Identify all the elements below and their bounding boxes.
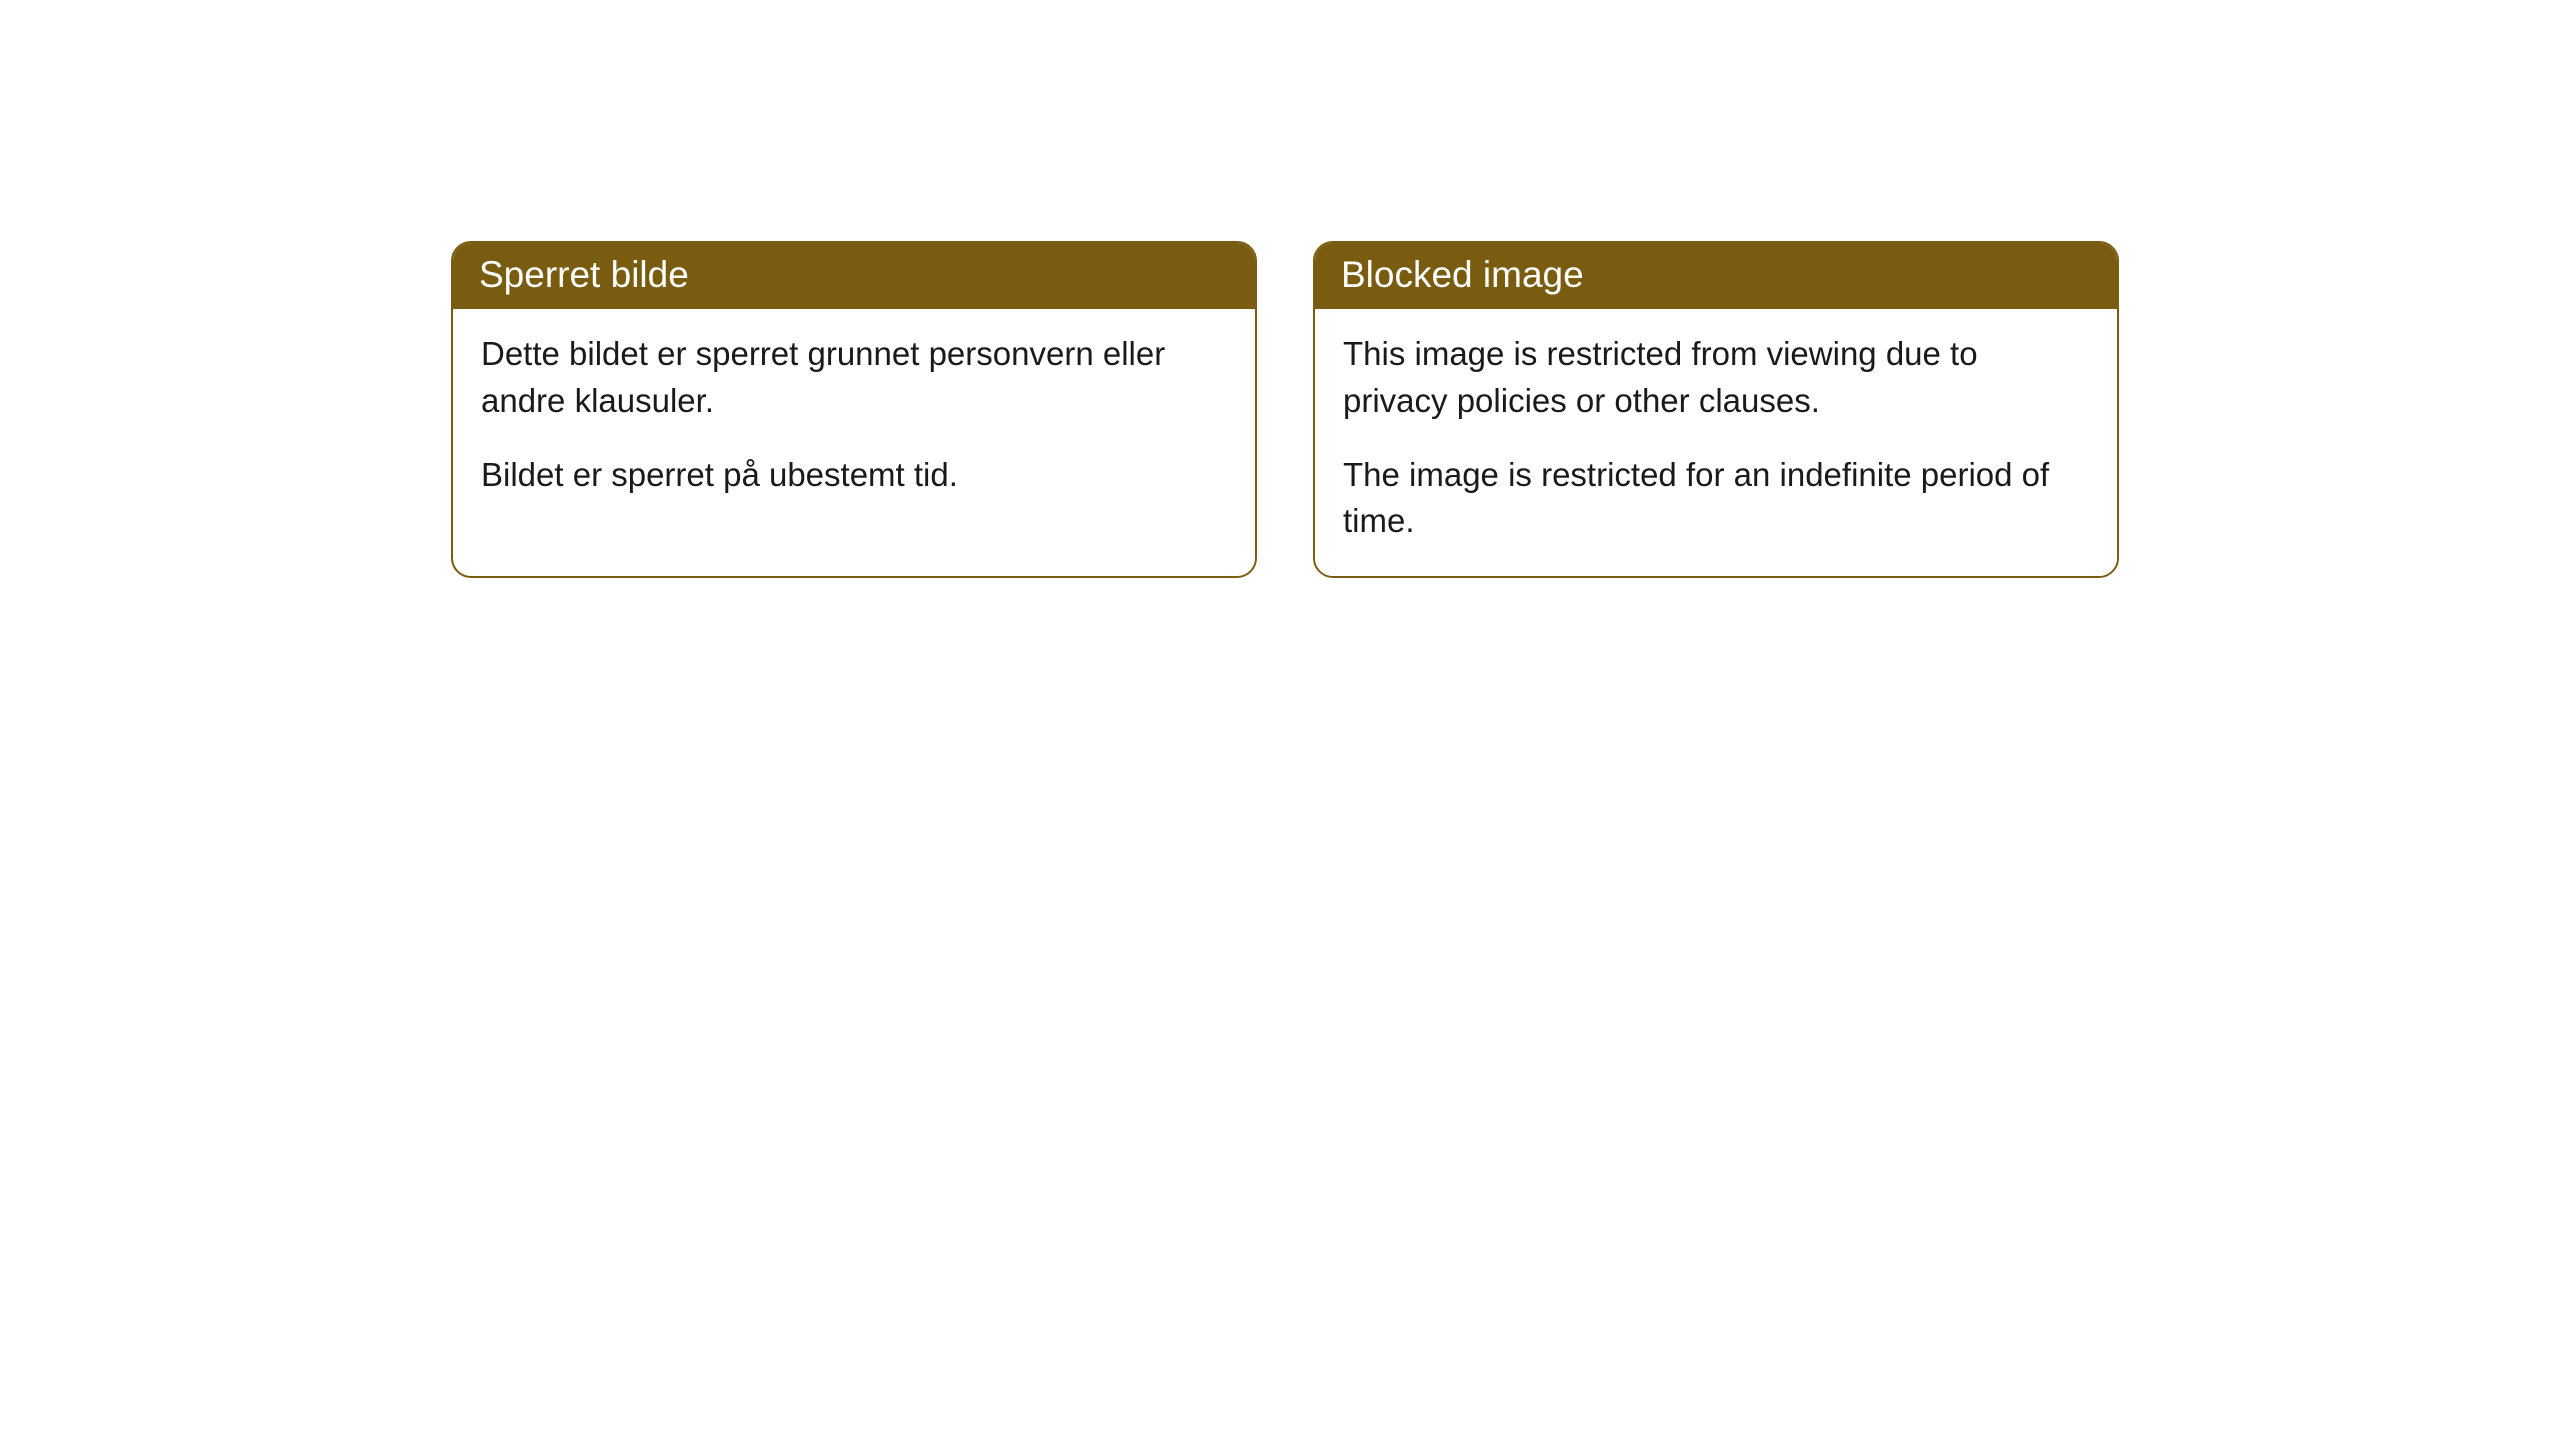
card-body-no: Dette bildet er sperret grunnet personve… [453, 309, 1255, 530]
card-paragraph1-no: Dette bildet er sperret grunnet personve… [481, 331, 1227, 423]
blocked-image-card-no: Sperret bilde Dette bildet er sperret gr… [451, 241, 1257, 578]
blocked-image-card-en: Blocked image This image is restricted f… [1313, 241, 2119, 578]
card-header-en: Blocked image [1315, 243, 2117, 309]
cards-container: Sperret bilde Dette bildet er sperret gr… [0, 0, 2560, 578]
card-paragraph2-no: Bildet er sperret på ubestemt tid. [481, 452, 1227, 498]
card-paragraph1-en: This image is restricted from viewing du… [1343, 331, 2089, 423]
card-header-no: Sperret bilde [453, 243, 1255, 309]
card-body-en: This image is restricted from viewing du… [1315, 309, 2117, 576]
card-paragraph2-en: The image is restricted for an indefinit… [1343, 452, 2089, 544]
